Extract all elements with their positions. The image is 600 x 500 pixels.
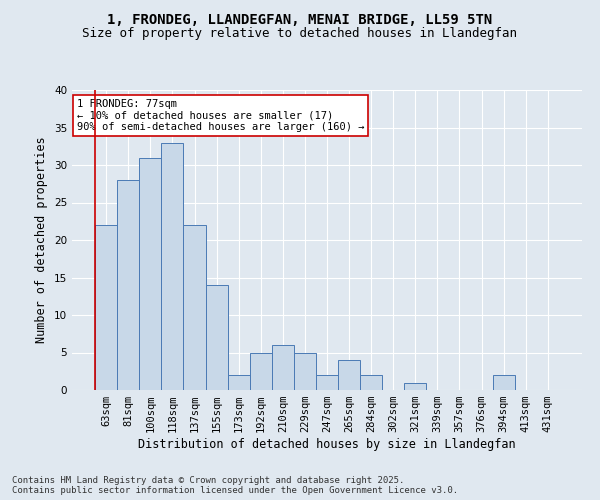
X-axis label: Distribution of detached houses by size in Llandegfan: Distribution of detached houses by size … — [138, 438, 516, 451]
Bar — [493, 375, 515, 390]
Bar — [294, 352, 316, 390]
Bar — [139, 158, 161, 390]
Text: 1 FRONDEG: 77sqm
← 10% of detached houses are smaller (17)
90% of semi-detached : 1 FRONDEG: 77sqm ← 10% of detached house… — [77, 99, 365, 132]
Text: 1, FRONDEG, LLANDEGFAN, MENAI BRIDGE, LL59 5TN: 1, FRONDEG, LLANDEGFAN, MENAI BRIDGE, LL… — [107, 12, 493, 26]
Bar — [117, 180, 139, 390]
Text: Size of property relative to detached houses in Llandegfan: Size of property relative to detached ho… — [83, 28, 517, 40]
Y-axis label: Number of detached properties: Number of detached properties — [35, 136, 49, 344]
Bar — [161, 142, 184, 390]
Bar — [95, 225, 117, 390]
Bar — [227, 375, 250, 390]
Bar — [360, 375, 382, 390]
Text: Contains HM Land Registry data © Crown copyright and database right 2025.
Contai: Contains HM Land Registry data © Crown c… — [12, 476, 458, 495]
Bar — [316, 375, 338, 390]
Bar — [206, 285, 227, 390]
Bar — [338, 360, 360, 390]
Bar — [184, 225, 206, 390]
Bar — [404, 382, 427, 390]
Bar — [250, 352, 272, 390]
Bar — [272, 345, 294, 390]
